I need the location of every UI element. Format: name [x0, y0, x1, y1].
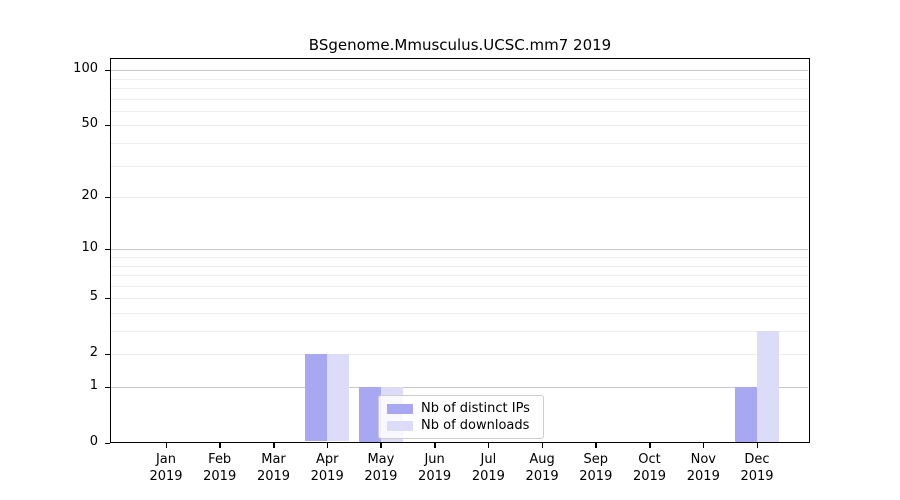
distinct-ips-swatch [387, 403, 413, 414]
x-tick-mark-jan [165, 443, 167, 448]
x-tick-label-apr: Apr 2019 [310, 452, 344, 484]
x-tick-mark-mar [273, 443, 275, 448]
x-tick-label-aug: Aug 2019 [525, 452, 559, 484]
gridline-minor-20 [111, 197, 808, 198]
legend-item-distinct-ips: Nb of distinct IPs [387, 400, 535, 417]
gridline-minor-8 [111, 265, 808, 267]
gridline-minor-60 [111, 110, 808, 112]
x-tick-label-feb: Feb 2019 [203, 452, 237, 484]
gridline-minor-40 [111, 142, 808, 144]
y-tick-label-20: 20 [81, 188, 98, 203]
bar-distinct-ips-dec [735, 387, 757, 442]
y-tick-mark-100 [105, 69, 110, 72]
chart-title: BSgenome.Mmusculus.UCSC.mm7 2019 [308, 36, 612, 54]
gridline-minor-5 [111, 298, 808, 300]
y-tick-mark-20 [105, 196, 110, 198]
y-tick-mark-10 [105, 248, 110, 251]
bar-downloads-dec [757, 331, 779, 442]
x-tick-mark-feb [219, 443, 221, 448]
x-tick-label-sep: Sep 2019 [579, 452, 613, 484]
y-tick-label-10: 10 [81, 240, 98, 256]
x-tick-mark-dec [756, 443, 758, 448]
legend-label-downloads: Nb of downloads [421, 418, 530, 433]
bar-distinct-ips-may [358, 387, 381, 442]
x-tick-mark-apr [326, 443, 329, 448]
gridline-major-10 [111, 249, 808, 251]
bar-distinct-ips-apr [305, 354, 328, 442]
legend-label-distinct-ips: Nb of distinct IPs [421, 401, 530, 416]
x-tick-mark-nov [702, 443, 705, 448]
gridline-minor-7 [111, 275, 808, 276]
y-tick-label-100: 100 [73, 61, 98, 77]
y-tick-label-5: 5 [89, 289, 98, 305]
gridline-minor-70 [111, 98, 808, 100]
gridline-minor-4 [111, 313, 808, 314]
x-tick-label-may: May 2019 [364, 452, 398, 484]
x-tick-label-jan: Jan 2019 [149, 452, 183, 484]
legend: Nb of distinct IPs Nb of downloads [378, 395, 544, 439]
gridline-minor-6 [111, 285, 808, 287]
x-tick-label-oct: Oct 2019 [632, 452, 667, 484]
x-tick-label-mar: Mar 2019 [256, 452, 291, 484]
x-tick-mark-aug [541, 443, 544, 448]
y-tick-label-1: 1 [89, 378, 98, 393]
y-tick-label-0: 0 [89, 434, 98, 449]
x-tick-mark-may [380, 443, 382, 448]
gridline-major-1 [111, 387, 808, 388]
gridline-minor-80 [111, 87, 808, 89]
x-tick-mark-sep [595, 443, 597, 448]
plot-area [110, 58, 810, 443]
gridline-minor-3 [111, 331, 808, 332]
gridline-minor-9 [111, 257, 808, 258]
y-tick-mark-0 [105, 442, 110, 444]
gridline-minor-30 [111, 165, 808, 167]
downloads-swatch [387, 420, 413, 431]
y-tick-mark-2 [105, 353, 110, 356]
y-tick-label-50: 50 [81, 116, 98, 132]
bar-downloads-apr [327, 354, 350, 442]
y-tick-mark-5 [105, 297, 110, 300]
x-tick-mark-jun [434, 443, 436, 448]
legend-item-downloads: Nb of downloads [387, 417, 535, 434]
x-tick-mark-jul [487, 443, 490, 448]
x-tick-label-jul: Jul 2019 [471, 452, 505, 484]
x-tick-label-jun: Jun 2019 [418, 452, 452, 484]
x-tick-mark-oct [649, 443, 651, 448]
gridline-minor-90 [111, 78, 808, 80]
x-tick-label-dec: Dec 2019 [740, 452, 774, 484]
gridline-major-100 [111, 70, 808, 72]
y-tick-mark-1 [105, 386, 110, 388]
gridline-minor-50 [111, 125, 808, 127]
y-tick-label-2: 2 [89, 345, 98, 361]
gridline-minor-2 [111, 354, 808, 356]
x-tick-label-nov: Nov 2019 [686, 452, 720, 484]
y-tick-mark-50 [105, 124, 110, 127]
